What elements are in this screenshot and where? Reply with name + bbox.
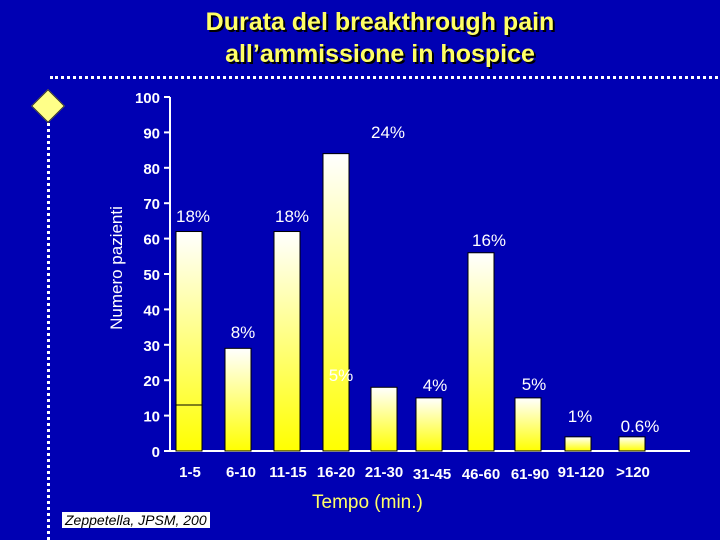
data-label: 8% bbox=[231, 323, 256, 342]
data-label: 5% bbox=[329, 366, 354, 385]
bar bbox=[467, 252, 495, 452]
y-tick-label: 20 bbox=[143, 373, 160, 390]
source-citation: Zeppetella, JPSM, 200 bbox=[62, 512, 210, 528]
x-tick-label: 21-30 bbox=[365, 464, 403, 481]
y-tick-label: 30 bbox=[143, 338, 160, 355]
data-label: 18% bbox=[176, 207, 210, 226]
bar bbox=[370, 386, 398, 452]
x-tick-label: 16-20 bbox=[317, 464, 355, 481]
bar bbox=[175, 231, 203, 452]
x-tick-label: 31-45 bbox=[413, 466, 451, 483]
data-label: 24% bbox=[371, 123, 405, 142]
y-tick-label: 100 bbox=[135, 90, 160, 107]
bar bbox=[514, 397, 542, 452]
bar bbox=[273, 231, 301, 452]
bar bbox=[618, 436, 646, 452]
bar bbox=[224, 347, 252, 452]
y-tick-label: 90 bbox=[143, 125, 160, 142]
bar bbox=[322, 153, 350, 452]
y-tick-label: 0 bbox=[152, 444, 160, 461]
x-tick-label: 91-120 bbox=[558, 464, 605, 481]
y-tick-label: 10 bbox=[143, 409, 160, 426]
chart-title: Durata del breakthrough pain all’ammissi… bbox=[0, 6, 720, 70]
data-label: 18% bbox=[275, 207, 309, 226]
x-tick-label: 46-60 bbox=[462, 466, 500, 483]
x-tick-label: 11-15 bbox=[269, 464, 307, 481]
data-label: 0.6% bbox=[621, 417, 660, 436]
data-label: 5% bbox=[522, 375, 547, 394]
bar bbox=[415, 397, 443, 452]
x-tick-label: 1-5 bbox=[179, 464, 201, 481]
x-tick-label: >120 bbox=[616, 464, 650, 481]
data-label: 1% bbox=[568, 407, 593, 426]
x-tick-label: 6-10 bbox=[226, 464, 256, 481]
y-tick-label: 40 bbox=[143, 302, 160, 319]
title-line-1: Durata del breakthrough pain bbox=[205, 8, 555, 36]
title-line-2: all’ammissione in hospice bbox=[225, 40, 535, 68]
decorative-dotted-line-vertical bbox=[47, 110, 50, 540]
x-tick-label: 61-90 bbox=[511, 466, 549, 483]
data-label: 4% bbox=[423, 376, 448, 395]
y-tick-label: 70 bbox=[143, 196, 160, 213]
y-tick-label: 60 bbox=[143, 232, 160, 249]
decorative-dotted-line-horizontal bbox=[50, 76, 718, 79]
bar bbox=[564, 436, 592, 452]
y-tick-label: 80 bbox=[143, 161, 160, 178]
x-axis-label: Tempo (min.) bbox=[312, 492, 423, 513]
y-tick-label: 50 bbox=[143, 267, 160, 284]
data-label: 16% bbox=[472, 231, 506, 250]
